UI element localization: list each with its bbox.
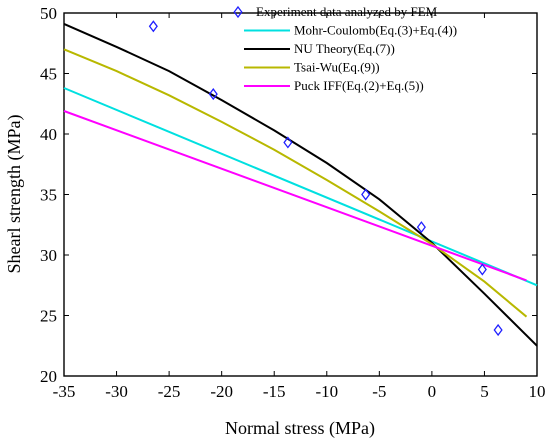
data-point <box>283 136 293 149</box>
y-tick-label: 40 <box>40 125 57 144</box>
y-axis-title: Shearl strength (MPa) <box>4 115 25 274</box>
series-line-4 <box>63 48 528 318</box>
x-tick-label: -10 <box>315 382 338 401</box>
x-tick-label: -15 <box>263 382 286 401</box>
legend-label: NU Theory(Eq.(7)) <box>294 41 395 56</box>
series-line-2 <box>63 87 538 287</box>
x-axis-title: Normal stress (MPa) <box>225 418 375 439</box>
series-line-5 <box>63 110 527 282</box>
legend-label: Experiment data analyzed by FEM <box>256 4 438 19</box>
data-point <box>493 323 503 337</box>
series-layer <box>63 20 538 347</box>
data-point <box>208 87 218 101</box>
y-axis: 20 25 30 35 40 45 50 <box>40 4 537 386</box>
legend-label: Mohr-Coulomb(Eq.(3)+Eq.(4)) <box>294 23 457 38</box>
data-point <box>416 221 426 234</box>
legend-marker <box>233 5 243 19</box>
x-tick-label: 5 <box>480 382 489 401</box>
y-tick-label: 35 <box>40 186 57 205</box>
data-point <box>361 188 371 201</box>
x-tick-label: 0 <box>428 382 437 401</box>
x-tick-label: -30 <box>105 382 128 401</box>
y-tick-label: 30 <box>40 246 57 265</box>
y-tick-label: 45 <box>40 65 57 84</box>
series-line-3 <box>63 22 538 347</box>
data-point <box>148 20 158 33</box>
x-tick-label: -20 <box>210 382 233 401</box>
legend-label: Puck IFF(Eq.(2)+Eq.(5)) <box>294 78 424 93</box>
data-point <box>477 263 487 276</box>
x-tick-label: -5 <box>372 382 386 401</box>
x-tick-label: -25 <box>158 382 181 401</box>
y-tick-label: 25 <box>40 307 57 326</box>
x-tick-label: 10 <box>529 382 546 401</box>
x-tick-label: -35 <box>53 382 76 401</box>
y-tick-label: 50 <box>40 4 57 23</box>
x-axis: -35 -30 -25 -20 -15 -10 -5 0 5 10 <box>53 13 546 401</box>
legend: Experiment data analyzed by FEM Mohr-Coul… <box>233 4 457 93</box>
legend-label: Tsai-Wu(Eq.(9)) <box>294 60 380 75</box>
y-tick-label: 20 <box>40 367 57 386</box>
